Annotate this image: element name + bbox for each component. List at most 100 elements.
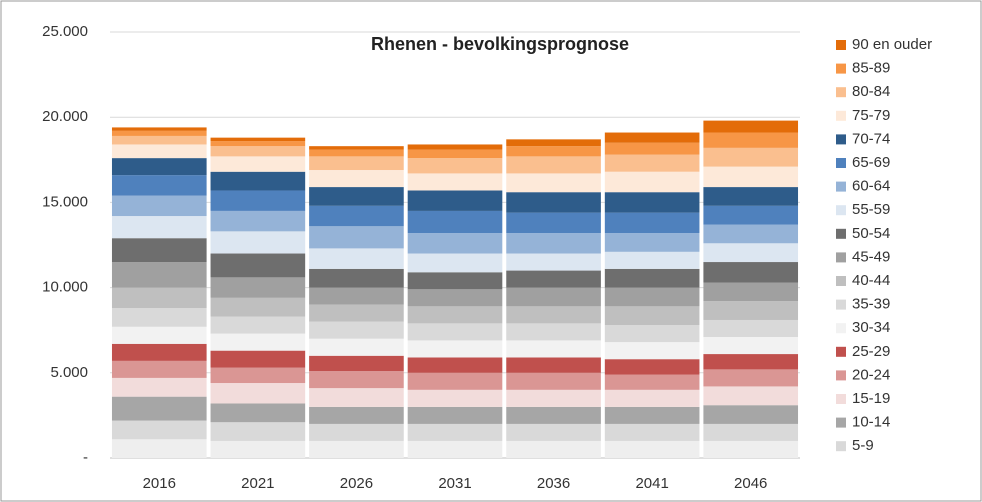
bar-segment <box>210 383 306 404</box>
bar-segment <box>506 270 601 288</box>
y-tick-label: 15.000 <box>42 193 88 210</box>
bar-segment <box>604 325 700 343</box>
bar-segment <box>703 423 799 441</box>
legend-label: 40-44 <box>852 272 890 289</box>
bar-segment <box>407 423 503 441</box>
bar-segment <box>111 308 207 327</box>
bar-segment <box>604 374 700 390</box>
bar-segment <box>111 343 207 361</box>
bar-segment <box>407 272 503 290</box>
y-tick-label: 5.000 <box>50 364 88 381</box>
bar-segment <box>111 130 207 136</box>
bar-segment <box>604 233 700 252</box>
bar-segment <box>703 386 799 406</box>
bar-segment <box>703 224 799 244</box>
bar-segment <box>604 171 700 193</box>
bar-segment <box>210 333 306 351</box>
bar-segment <box>604 192 700 213</box>
bar-segment <box>506 139 601 147</box>
legend-swatch <box>836 158 846 168</box>
bar-segment <box>309 187 404 206</box>
bar-segment <box>604 389 700 407</box>
bar-segment <box>309 156 404 171</box>
legend-label: 10-14 <box>852 414 890 431</box>
bar-segment <box>309 268 404 288</box>
bar-segment <box>703 282 799 302</box>
bar-segment <box>309 149 404 157</box>
bar-segment <box>309 440 404 458</box>
bar-segment <box>111 135 207 145</box>
bar-segment <box>604 142 700 155</box>
bar-segment <box>407 440 503 458</box>
legend-swatch <box>836 276 846 286</box>
bar-segment <box>703 262 799 283</box>
bar-segment <box>407 372 503 390</box>
legend-swatch <box>836 299 846 310</box>
bar-segment <box>407 233 503 254</box>
bar-segment <box>703 166 799 188</box>
bar-segment <box>506 192 601 213</box>
legend-label: 35-39 <box>852 296 890 313</box>
bar-segment <box>111 262 207 288</box>
bar-segment <box>604 132 700 143</box>
bar-segment <box>604 268 700 288</box>
x-tick-label: 2031 <box>438 475 471 492</box>
bar-segment <box>309 338 404 356</box>
x-tick-label: 2026 <box>340 475 373 492</box>
x-tick-label: 2016 <box>143 475 176 492</box>
bar-segment <box>604 342 700 360</box>
bar-segment <box>506 212 601 234</box>
bar-segment <box>604 287 700 307</box>
x-tick-label: 2046 <box>734 475 767 492</box>
bar-segment <box>309 205 404 227</box>
bar-segment <box>506 323 601 341</box>
bar-segment <box>604 406 700 424</box>
bar-segment <box>111 127 207 131</box>
bar-segment <box>703 369 799 387</box>
bar-segment <box>407 210 503 234</box>
bar-segment <box>210 210 306 232</box>
bar-segment <box>210 137 306 142</box>
y-tick-label: - <box>83 449 88 466</box>
bar-segment <box>210 316 306 334</box>
bar-segment <box>111 195 207 217</box>
y-tick-label: 20.000 <box>42 108 88 125</box>
bar-segment <box>604 440 700 458</box>
bar-segment <box>309 146 404 150</box>
legend-label: 70-74 <box>852 130 890 147</box>
bar-segment <box>210 297 306 317</box>
bar-segment <box>407 190 503 211</box>
legend-label: 15-19 <box>852 390 890 407</box>
legend-swatch <box>836 134 846 145</box>
bar-segment <box>309 170 404 188</box>
bar-segment <box>111 144 207 159</box>
y-tick-label: 25.000 <box>42 23 88 40</box>
legend-label: 55-59 <box>852 201 890 218</box>
legend-swatch <box>836 394 846 404</box>
bar-segment <box>309 321 404 339</box>
bar-segment <box>111 287 207 309</box>
bar-segment <box>407 340 503 358</box>
bar-segment <box>210 146 306 157</box>
legend-label: 25-29 <box>852 343 890 360</box>
bar-segment <box>703 243 799 263</box>
bar-segment <box>604 154 700 172</box>
bar-segment <box>506 287 601 307</box>
x-tick-label: 2041 <box>635 475 668 492</box>
bar-segment <box>506 253 601 271</box>
bar-segment <box>111 396 207 421</box>
bar-segment <box>210 422 306 441</box>
bar-segment <box>111 420 207 440</box>
bar-segment <box>604 359 700 375</box>
bar-segment <box>407 357 503 373</box>
x-tick-label: 2036 <box>537 475 570 492</box>
legend-label: 45-49 <box>852 248 890 265</box>
bar-segment <box>111 158 207 176</box>
bar-segment <box>210 231 306 254</box>
bar-segment <box>407 306 503 324</box>
legend-label: 20-24 <box>852 366 890 383</box>
bar-segment <box>309 388 404 407</box>
bar-segment <box>210 440 306 458</box>
bar-segment <box>604 306 700 326</box>
